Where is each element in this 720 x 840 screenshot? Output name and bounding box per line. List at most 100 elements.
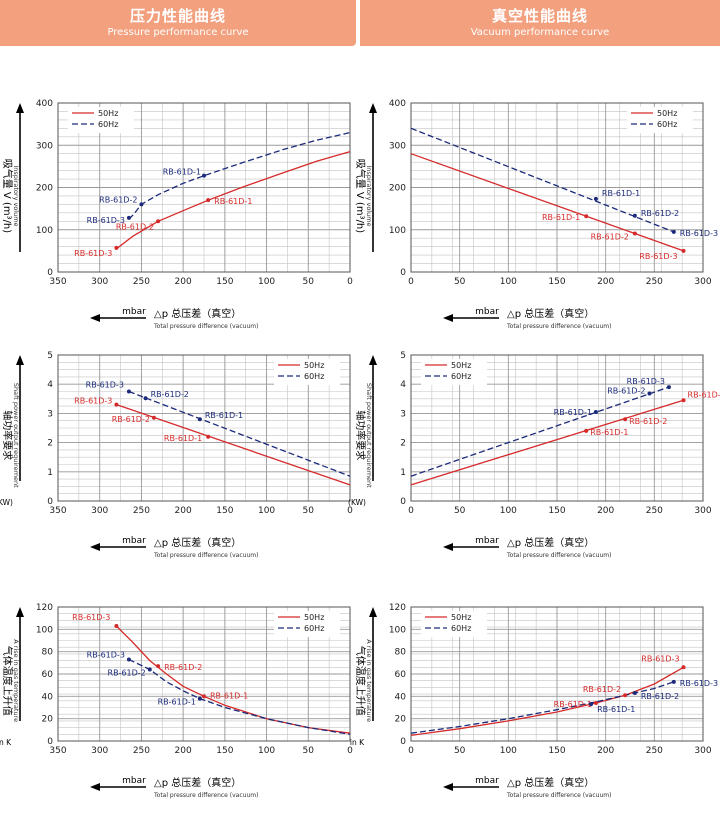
legend-label: 50Hz — [304, 613, 324, 622]
model-point-label: RB-61D-1 — [205, 411, 243, 420]
plot-frame — [410, 102, 704, 273]
model-point — [589, 702, 594, 707]
model-point — [584, 214, 589, 219]
x-axis-label-cn: △p 总压差（真空） — [507, 536, 594, 549]
model-point-label: RB-61D-2 — [607, 387, 645, 396]
model-point-label: RB-61D-2 — [108, 669, 146, 678]
y-tick-label: 0 — [47, 268, 53, 278]
x-tick-label: 50 — [454, 746, 466, 756]
model-point — [147, 667, 152, 672]
x-tick-label: 0 — [347, 506, 353, 516]
model-point-label: RB-61D-3 — [74, 397, 112, 406]
model-point — [681, 665, 686, 670]
y-axis-arrowhead — [369, 355, 377, 365]
y-axis-arrowhead — [16, 103, 24, 113]
x-tick-label: 200 — [175, 277, 192, 287]
model-point-label: RB-61D-2 — [641, 209, 679, 218]
model-point — [666, 385, 671, 390]
y-axis-arrowhead — [16, 607, 24, 617]
legend-box — [627, 107, 693, 133]
x-axis-unit: mbar — [122, 307, 146, 317]
x-axis-unit: mbar — [475, 776, 499, 786]
x-tick-label: 300 — [694, 277, 711, 287]
y-tick-label: 0 — [47, 737, 53, 747]
legend-label: 60Hz — [304, 624, 324, 633]
vacuum-title-banner: 真空性能曲线 Vacuum performance curve — [360, 0, 720, 46]
x-axis-arrowhead — [90, 543, 100, 551]
pressure-title-en: Pressure performance curve — [107, 27, 249, 38]
model-point — [197, 696, 202, 701]
x-tick-label: 150 — [548, 277, 565, 287]
x-axis-unit: mbar — [475, 307, 499, 317]
model-point-label: RB-61D-2 — [629, 417, 667, 426]
x-tick-label: 50 — [303, 506, 315, 516]
model-point — [647, 391, 652, 396]
x-tick-label: 50 — [454, 277, 466, 287]
model-point — [206, 198, 211, 203]
plot-frame — [57, 354, 351, 502]
chart-pressure-power: 350 300 250 200 150 100 50 0 0 1 2 3 4 5 RB-61D-1 RB-61… — [0, 351, 353, 559]
y-tick-label: 0 — [400, 497, 406, 507]
y-tick-label: 40 — [42, 692, 54, 702]
legend-label: 60Hz — [451, 372, 471, 381]
x-tick-label: 150 — [216, 746, 233, 756]
x-tick-label: 200 — [597, 277, 614, 287]
x-tick-label: 250 — [646, 277, 663, 287]
y-tick-label: 2 — [47, 439, 53, 449]
x-axis-unit: mbar — [475, 536, 499, 546]
x-tick-label: 100 — [500, 277, 517, 287]
chart-vacuum-flow: 0 50 100 150 200 250 300 0 100 200 300 400 RB-61D-1 R… — [354, 99, 718, 330]
x-tick-label: 300 — [91, 277, 108, 287]
x-tick-label: 250 — [646, 746, 663, 756]
model-point — [671, 679, 676, 684]
y-axis-unit: (KW) — [348, 498, 366, 507]
model-point — [202, 694, 206, 699]
model-point-label: RB-61D-3 — [87, 216, 125, 225]
y-tick-label: 0 — [400, 268, 406, 278]
y-tick-label: 100 — [36, 625, 53, 635]
y-axis-label-en: Inspiratory volume — [12, 165, 20, 226]
legend-label: 50Hz — [451, 361, 471, 370]
model-point-label: RB-61D-3 — [680, 679, 718, 688]
series-line-50Hz — [410, 399, 684, 486]
y-tick-label: 100 — [389, 226, 406, 236]
y-tick-label: 300 — [389, 141, 406, 151]
x-tick-label: 200 — [597, 506, 614, 516]
x-tick-label: 200 — [175, 746, 192, 756]
x-axis-arrowhead — [443, 314, 453, 322]
x-tick-label: 350 — [49, 746, 66, 756]
model-point — [632, 213, 637, 218]
model-point — [126, 215, 131, 220]
model-point — [671, 229, 676, 234]
y-tick-label: 100 — [36, 226, 53, 236]
y-tick-label: 0 — [400, 737, 406, 747]
x-tick-label: 0 — [408, 277, 414, 287]
model-point-label: RB-61D-2 — [591, 233, 629, 242]
legend-box — [274, 359, 340, 385]
series-line-50Hz — [410, 153, 684, 252]
x-tick-label: 0 — [347, 277, 353, 287]
x-tick-label: 350 — [49, 506, 66, 516]
model-point-label: RB-61D-3 — [680, 229, 718, 238]
x-tick-label: 150 — [216, 506, 233, 516]
legend-label: 50Hz — [304, 361, 324, 370]
y-tick-label: 4 — [47, 380, 53, 390]
legend-label: 60Hz — [98, 120, 118, 129]
model-point-label: RB-61D-2 — [99, 195, 137, 204]
y-axis-label-cn: 吸气量 V (m³/h) — [1, 159, 14, 234]
x-axis-label-cn: △p 总压差（真空） — [507, 776, 594, 789]
x-tick-label: 0 — [408, 746, 414, 756]
model-point-label: RB-61D-1 — [163, 168, 201, 177]
model-point-label: RB-61D-3 — [688, 390, 720, 399]
y-tick-label: 40 — [395, 692, 407, 702]
model-point — [681, 398, 686, 403]
y-tick-label: 60 — [42, 670, 54, 680]
series-line-50Hz — [115, 625, 351, 734]
x-tick-label: 50 — [303, 746, 315, 756]
x-tick-label: 150 — [216, 277, 233, 287]
vacuum-title-cn: 真空性能曲线 — [491, 7, 588, 25]
x-axis-label-cn: △p 总压差（真空） — [507, 307, 594, 320]
x-tick-label: 100 — [258, 506, 275, 516]
x-tick-label: 150 — [548, 746, 565, 756]
y-tick-label: 3 — [47, 409, 53, 419]
